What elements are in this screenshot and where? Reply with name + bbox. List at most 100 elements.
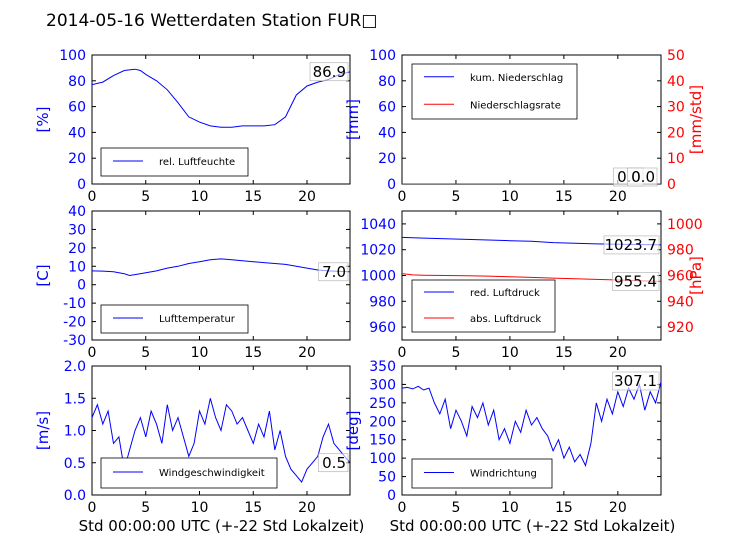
y-tick-label: 1020 [360, 243, 396, 259]
value-annotation: 86.9 [313, 63, 346, 81]
panel-3: 0 5 10 15 20 -30 -20 -10 0 10 20 30 40 [C] Lufttempera… [34, 204, 351, 361]
value-annotation: 955.4 [614, 272, 657, 290]
x-tick-label: 20 [298, 345, 316, 361]
x-axis-label-right: Std 00:00:00 UTC (+-22 Std Lokalzeit) [390, 517, 676, 535]
value-annotation: 1023.7 [605, 236, 658, 254]
x-tick-label: 10 [191, 345, 209, 361]
panel-2: 0 5 10 15 20 0 20 40 60 80 100 0 10 20 30 40 50 [mm] [mm/s… [344, 48, 705, 205]
y-tick-label: 250 [369, 396, 396, 412]
y-tick-label: 20 [378, 151, 396, 167]
y-tick-label: 50 [378, 470, 396, 486]
legend-label: rel. Luftfeuchte [159, 157, 235, 168]
y-right-tick-label: 980 [667, 243, 694, 259]
y-tick-label: 100 [369, 48, 396, 64]
value-annotation: 7.0 [322, 263, 346, 281]
y-tick-label: 350 [369, 359, 396, 375]
value-annotation-box [612, 272, 660, 291]
y-tick-label: 0.5 [64, 456, 86, 472]
y-right-tick-label: 960 [667, 269, 694, 285]
y-axis-label: [%] [34, 107, 52, 133]
x-tick-label: 0 [88, 345, 97, 361]
y-tick-label: 200 [369, 414, 396, 430]
y-tick-label: 960 [369, 320, 396, 336]
x-tick-label: 20 [609, 345, 627, 361]
y-tick-label: 40 [378, 125, 396, 141]
legend-box [100, 304, 249, 334]
x-tick-label: 10 [501, 189, 519, 205]
y-tick-label: 980 [369, 294, 396, 310]
y-tick-label: 100 [369, 451, 396, 467]
x-tick-label: 20 [609, 500, 627, 516]
y-axis-label: [C] [34, 264, 52, 286]
y-tick-label: 1040 [360, 217, 396, 233]
series-line [92, 258, 350, 277]
y-tick-label: 2.0 [64, 359, 86, 375]
plot-frame [401, 365, 662, 496]
y-axis-label: [deg] [344, 411, 362, 451]
y-tick-label: 1000 [360, 269, 396, 285]
x-tick-label: 5 [451, 345, 460, 361]
x-tick-label: 15 [244, 500, 262, 516]
legend-label: Niederschlagsrate [470, 100, 561, 111]
x-tick-label: 0 [398, 500, 407, 516]
x-axis-label-left: Std 00:00:00 UTC (+-22 Std Lokalzeit) [79, 517, 365, 535]
x-tick-label: 0 [88, 500, 97, 516]
x-tick-label: 5 [451, 189, 460, 205]
value-annotation-box [627, 167, 658, 187]
y-right-tick-label: 0 [667, 177, 676, 193]
y-right-axis-label: [hPa] [687, 256, 705, 295]
panel-4: 0 5 10 15 20 960 980 1000 1020 1040 920 940 960 980 10… [360, 210, 705, 361]
y-tick-label: 1.5 [64, 391, 86, 407]
legend-label: Lufttemperatur [159, 314, 236, 325]
x-tick-label: 5 [141, 500, 150, 516]
x-tick-label: 5 [141, 345, 150, 361]
y-right-tick-label: 20 [667, 125, 685, 141]
legend-box [411, 279, 556, 333]
y-tick-label: 60 [68, 100, 86, 116]
x-tick-label: 15 [244, 189, 262, 205]
y-tick-label: 0 [387, 488, 396, 504]
x-tick-label: 15 [555, 189, 573, 205]
y-tick-label: 10 [68, 259, 86, 275]
value-annotation-box [603, 235, 660, 255]
legend-label: Windgeschwindigkeit [159, 468, 265, 479]
y-right-tick-label: 40 [667, 74, 685, 90]
series-line [92, 398, 350, 484]
legend-label: red. Luftdruck [470, 288, 540, 299]
legend-label: kum. Niederschlag [470, 73, 563, 84]
legend-box [411, 458, 553, 489]
legend-box [100, 457, 278, 489]
x-tick-label: 10 [191, 189, 209, 205]
y-tick-label: 20 [68, 241, 86, 257]
legend-box [100, 147, 249, 177]
y-tick-label: 0.0 [64, 488, 86, 504]
y-tick-label: 100 [59, 48, 86, 64]
value-annotation: 0.5 [322, 454, 346, 472]
x-tick-label: 15 [555, 500, 573, 516]
value-annotation: 307.1 [614, 372, 657, 390]
value-annotation-box [318, 453, 349, 473]
plot-frame [91, 210, 351, 341]
legend-label: abs. Luftdruck [470, 314, 541, 325]
y-axis-label: [mm] [344, 99, 362, 140]
legend-label: Windrichtung [470, 469, 537, 480]
y-tick-label: 0 [77, 278, 86, 294]
value-annotation-box [318, 262, 349, 282]
series-line [402, 381, 661, 467]
y-right-tick-label: 50 [667, 48, 685, 64]
panel-5: 0 5 10 15 20 0.0 0.5 1.0 1.5 2.0 [m/s] Windgeschwin… [34, 359, 351, 516]
x-tick-label: 15 [555, 345, 573, 361]
x-tick-label: 5 [141, 189, 150, 205]
figure-title: 2014-05-16 Wetterdaten Station FUR□ [46, 11, 377, 31]
y-tick-label: 150 [369, 433, 396, 449]
y-tick-label: -30 [63, 333, 86, 349]
y-tick-label: 20 [68, 151, 86, 167]
y-tick-label: 60 [378, 100, 396, 116]
x-tick-label: 15 [244, 345, 262, 361]
series-line [92, 68, 350, 128]
value-annotation-box [309, 62, 349, 82]
y-right-tick-label: 10 [667, 151, 685, 167]
panel-1: 0 5 10 15 20 0 20 40 60 80 100 [%] rel. Luftfeuchte 8… [34, 48, 351, 205]
value-annotation-box [612, 371, 660, 391]
y-tick-label: 300 [369, 377, 396, 393]
